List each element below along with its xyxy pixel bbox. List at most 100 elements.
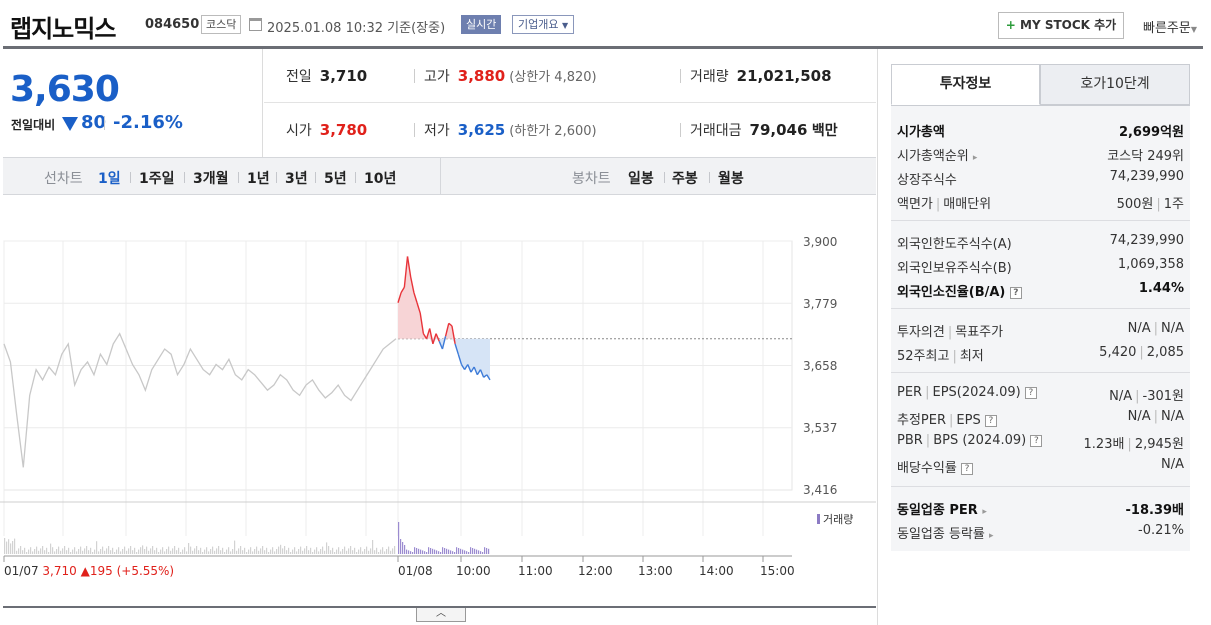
volume-bar: [388, 546, 390, 554]
tab-investment-info[interactable]: 투자정보: [891, 64, 1040, 105]
realtime-badge[interactable]: 실시간: [461, 15, 502, 34]
price-change: 80: [81, 112, 107, 133]
volume-bar: [26, 552, 28, 554]
volume-bar: [158, 552, 160, 554]
volume-bar: [420, 549, 422, 554]
prev-close: 전일 3,710: [286, 67, 368, 85]
volume-bar: [78, 549, 80, 554]
tab-5y[interactable]: 5년: [324, 171, 347, 187]
volume-bar: [136, 552, 138, 554]
volume-bar: [346, 550, 348, 554]
volume-bar: [184, 547, 186, 554]
volume-bar: [466, 551, 468, 554]
volume-bar: [206, 547, 208, 554]
header-divider: [3, 46, 1203, 49]
sector-rate-row[interactable]: 동일업종 등락률 ▸ -0.21%: [897, 523, 1184, 542]
volume-bar: [186, 551, 188, 554]
face-value-row: 액면가 | 매매단위 500원 | 1주: [897, 197, 1184, 212]
volume-bar: [148, 550, 150, 554]
volume-bar: [220, 550, 222, 554]
help-icon[interactable]: ?: [960, 463, 973, 475]
day-low: 저가 3,625 (하한가 2,600): [424, 121, 597, 139]
volume-bar: [48, 552, 50, 554]
volume-bar: [128, 548, 130, 554]
help-icon[interactable]: ?: [1009, 287, 1022, 299]
volume-bar: [222, 547, 224, 554]
volume-bar: [452, 551, 454, 554]
volume-bar: [416, 548, 418, 554]
divider: [104, 116, 105, 130]
volume-bar: [10, 543, 12, 554]
opinion-row: 투자의견 | 목표주가 N/A | N/A: [897, 321, 1184, 340]
today-line-segment: [429, 328, 434, 345]
down-triangle-icon: [62, 117, 78, 131]
volume-bar: [200, 547, 202, 554]
volume-bar: [236, 550, 238, 554]
volume-bar: [182, 549, 184, 554]
volume-bar: [242, 550, 244, 554]
volume-bar: [486, 548, 488, 554]
tab-10y[interactable]: 10년: [364, 171, 397, 187]
tab-weekly-candle[interactable]: 주봉: [672, 171, 698, 187]
volume-bar: [116, 549, 118, 554]
volume-bar: [480, 551, 482, 554]
change-label: 전일대비: [11, 118, 56, 132]
quick-order-button[interactable]: 빠른주문▼: [1143, 21, 1197, 36]
market-cap-rank-row[interactable]: 시가총액순위 ▸ 코스닥 249위: [897, 149, 1184, 164]
volume-bar: [174, 546, 176, 554]
volume-bar: [296, 551, 298, 554]
tab-1w[interactable]: 1주일: [139, 171, 175, 187]
volume-bar: [198, 550, 200, 554]
volume-bar: [318, 551, 320, 554]
dividend-row: 배당수익률 ? N/A: [897, 457, 1184, 476]
price-chart[interactable]: 3,900 3,779 3,658 3,537 3,416 거래량 01/07 …: [0, 196, 876, 606]
today-line-segment: [397, 292, 402, 303]
help-icon[interactable]: ?: [984, 415, 997, 427]
volume-bar: [418, 548, 420, 554]
volume-bar: [350, 546, 352, 554]
volume-bar: [176, 550, 178, 554]
help-icon[interactable]: ?: [1024, 387, 1037, 399]
add-mystock-button[interactable]: + MY STOCK 추가: [998, 12, 1124, 39]
volume-bar: [378, 552, 380, 554]
gain-area: [398, 256, 490, 339]
x-tick: 14:00: [699, 564, 734, 578]
volume-bar: [228, 547, 230, 554]
tab-monthly-candle[interactable]: 월봉: [718, 171, 744, 187]
volume-bar: [458, 548, 460, 554]
tab-3y[interactable]: 3년: [285, 171, 308, 187]
company-overview-dropdown[interactable]: 기업개요 ▼: [512, 15, 575, 34]
collapse-chart-button[interactable]: ︿: [416, 608, 466, 622]
volume-bar: [334, 552, 336, 554]
volume-bar: [454, 552, 456, 554]
tab-daily-candle[interactable]: 일봉: [628, 171, 654, 187]
today-line-segment: [460, 364, 466, 370]
sector-per-row[interactable]: 동일업종 PER ▸ -18.39배: [897, 503, 1184, 518]
volume-bar: [180, 552, 182, 554]
chart-bottom-divider: [3, 606, 876, 608]
tab-3m[interactable]: 3개월: [193, 171, 229, 187]
volume-bar: [460, 548, 462, 554]
chevron-down-icon: ▼: [561, 21, 569, 30]
foreign-ratio-row: 외국인소진율(B/A) ? 1.44%: [897, 281, 1184, 300]
volume-bar: [104, 550, 106, 554]
volume-bar: [232, 549, 234, 554]
tab-1y[interactable]: 1년: [247, 171, 270, 187]
tab-1d[interactable]: 1일: [98, 171, 121, 187]
volume-bar: [340, 551, 342, 554]
volume-bar: [316, 547, 318, 554]
volume-bar: [264, 550, 266, 554]
volume-bar: [476, 549, 478, 554]
help-icon[interactable]: ?: [1030, 435, 1043, 447]
volume-bar: [456, 547, 458, 554]
volume-bar: [170, 550, 172, 554]
y-tick: 3,416: [803, 483, 838, 497]
volume-bar: [64, 546, 66, 554]
volume-bar: [354, 547, 356, 554]
volume-bar: [424, 551, 426, 554]
volume-bar: [72, 549, 74, 554]
tab-order-book-10[interactable]: 호가10단계: [1040, 64, 1190, 105]
volume-bar: [152, 546, 154, 554]
volume-bar: [366, 546, 368, 554]
volume-bar: [288, 547, 290, 554]
